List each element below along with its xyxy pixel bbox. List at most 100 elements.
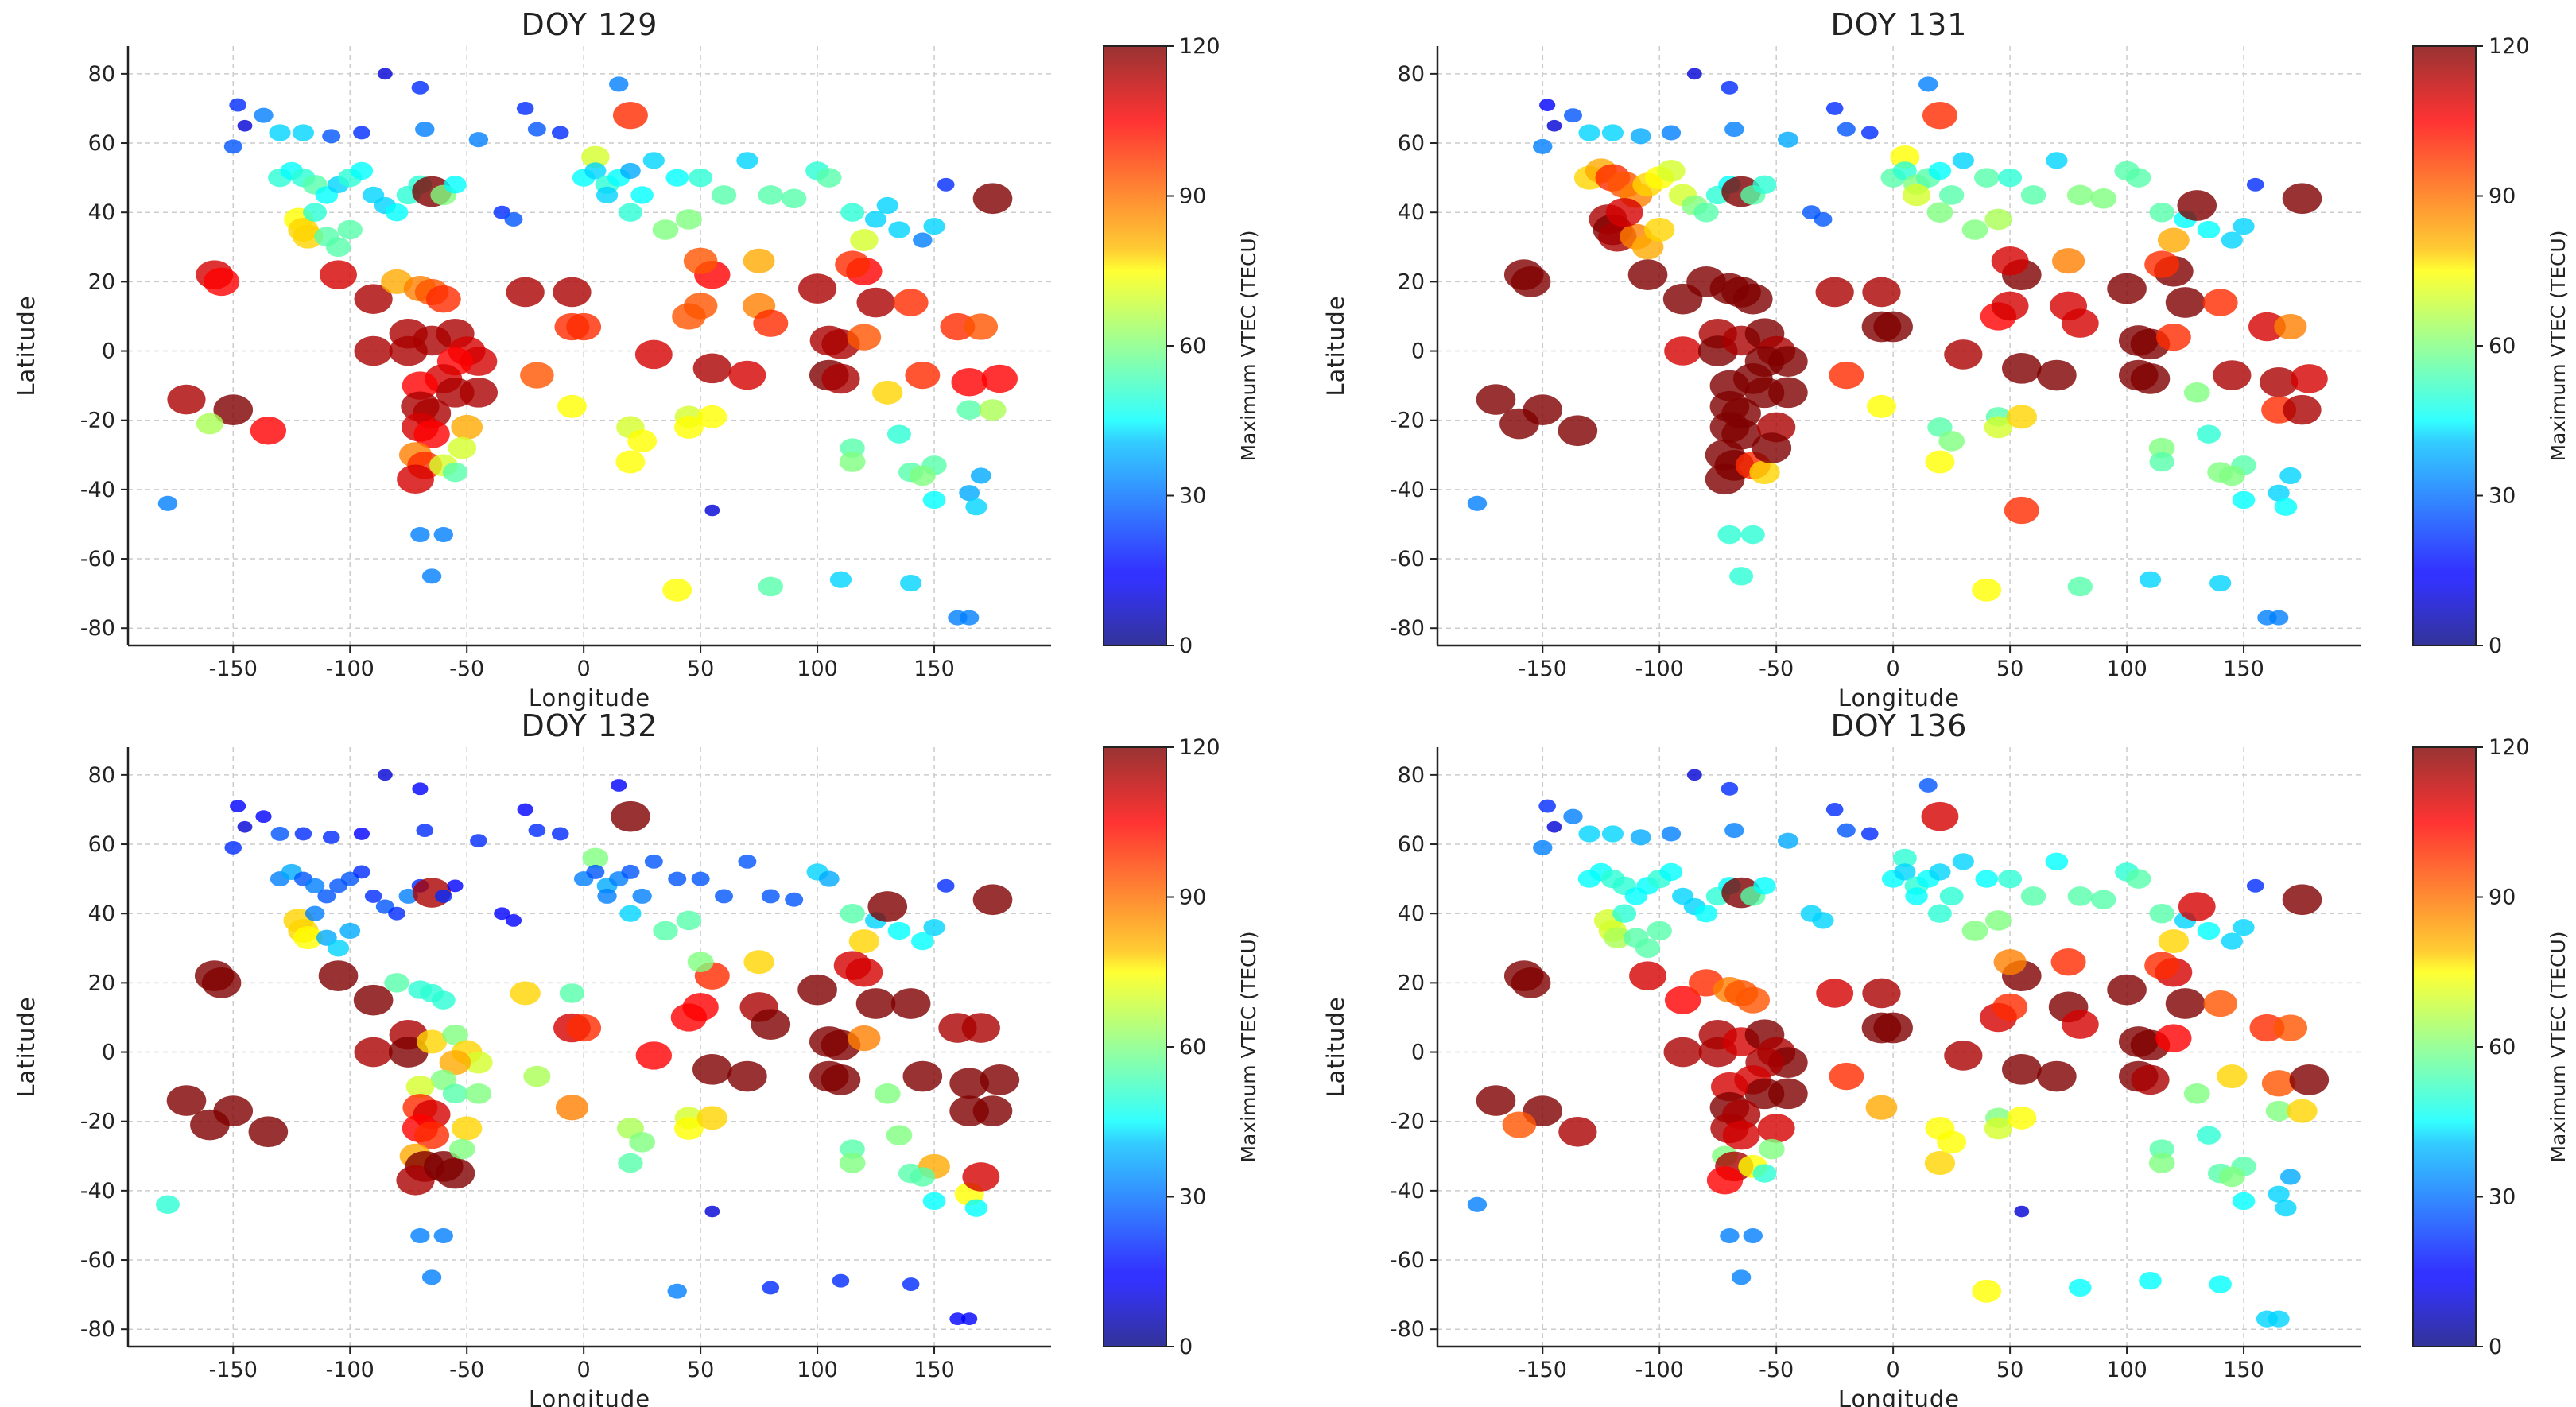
data-point — [584, 162, 607, 180]
data-point — [166, 1085, 207, 1116]
data-point — [1922, 102, 1957, 130]
data-point — [619, 905, 642, 922]
data-point — [887, 921, 911, 940]
data-point — [1539, 99, 1556, 111]
y-tick-label: 60 — [1398, 131, 1425, 156]
data-point — [951, 368, 987, 397]
data-point — [1757, 1114, 1795, 1143]
data-point — [581, 145, 610, 169]
data-point — [1601, 124, 1624, 141]
data-point — [632, 888, 652, 904]
data-point — [2246, 177, 2264, 192]
y-tick-label: 40 — [88, 200, 115, 225]
data-point — [339, 922, 361, 940]
data-point — [2196, 1126, 2221, 1145]
data-point — [223, 139, 242, 154]
data-point — [797, 974, 837, 1006]
data-point — [683, 293, 718, 320]
data-point — [451, 414, 483, 440]
colorbar-tick-label: 30 — [1179, 1185, 1206, 1210]
data-point — [1661, 826, 1682, 842]
y-tick-label: 80 — [1398, 62, 1425, 87]
data-point — [2178, 892, 2216, 921]
data-point — [255, 810, 272, 824]
x-tick-label: 0 — [577, 657, 591, 681]
data-point — [913, 232, 933, 248]
data-point — [1944, 1041, 1983, 1071]
data-point — [582, 847, 609, 869]
data-point — [2130, 363, 2171, 394]
data-point — [728, 360, 766, 390]
data-point — [817, 168, 842, 188]
data-point — [692, 353, 731, 384]
data-point — [444, 176, 467, 194]
data-point — [230, 800, 246, 812]
data-point — [1825, 102, 1844, 115]
data-point — [886, 424, 911, 444]
data-point — [2273, 1014, 2308, 1041]
y-tick-label: -80 — [1390, 1317, 1425, 1342]
data-point — [2279, 1169, 2301, 1185]
data-point — [840, 1139, 865, 1159]
data-point — [2148, 1153, 2175, 1173]
data-point — [2046, 152, 2068, 169]
data-point — [377, 68, 393, 80]
data-point — [1985, 910, 2012, 931]
data-point — [888, 221, 910, 238]
data-point — [1635, 938, 1661, 959]
x-axis-label: Longitude — [1838, 1386, 1960, 1407]
data-point — [2020, 185, 2046, 205]
data-point — [689, 168, 713, 188]
colorbar-tick-label: 120 — [2489, 34, 2530, 59]
y-tick-label: -40 — [80, 1179, 115, 1204]
data-point — [618, 1153, 643, 1173]
data-point — [410, 1228, 430, 1244]
data-point — [964, 1199, 988, 1217]
data-point — [835, 250, 871, 278]
data-point — [2197, 921, 2221, 940]
data-point — [1975, 870, 1999, 888]
y-tick-label: -40 — [1390, 1179, 1425, 1204]
data-point — [1563, 808, 1583, 824]
data-point — [673, 415, 704, 439]
scatter-points — [1467, 68, 2328, 626]
data-point — [2139, 1272, 2162, 1290]
data-point — [2004, 496, 2039, 525]
data-point — [415, 122, 435, 138]
data-point — [1706, 1166, 1744, 1195]
data-point — [2157, 227, 2190, 253]
data-point — [2209, 1275, 2232, 1293]
colorbar — [2412, 45, 2477, 646]
data-point — [785, 892, 804, 907]
data-point — [1926, 202, 1953, 223]
data-point — [1659, 862, 1683, 882]
data-point — [1644, 218, 1675, 242]
data-point — [459, 378, 498, 408]
data-point — [1862, 978, 1901, 1009]
data-point — [2282, 183, 2322, 215]
x-tick-label: -150 — [1519, 1358, 1567, 1382]
data-point — [1752, 432, 1792, 463]
y-tick-label: 20 — [88, 971, 115, 995]
data-point — [1731, 1269, 1752, 1285]
data-point — [893, 289, 929, 316]
data-point — [2045, 852, 2069, 870]
data-point — [551, 126, 569, 140]
colorbar — [2412, 746, 2477, 1347]
data-point — [1722, 1120, 1760, 1150]
y-tick-label: -20 — [80, 409, 115, 433]
data-point — [1724, 122, 1744, 138]
x-tick-label: -100 — [326, 1358, 374, 1382]
data-point — [697, 405, 727, 428]
colorbar-tick-label: 90 — [1179, 184, 1206, 209]
data-point — [2197, 220, 2221, 239]
data-point — [1825, 803, 1844, 816]
x-tick-label: -100 — [1635, 1358, 1684, 1382]
data-point — [611, 800, 650, 832]
data-point — [634, 339, 673, 370]
data-point — [1601, 825, 1624, 843]
y-tick-label: -80 — [80, 616, 115, 641]
data-point — [353, 828, 370, 840]
data-point — [2090, 890, 2116, 910]
x-tick-label: -100 — [1635, 657, 1684, 681]
